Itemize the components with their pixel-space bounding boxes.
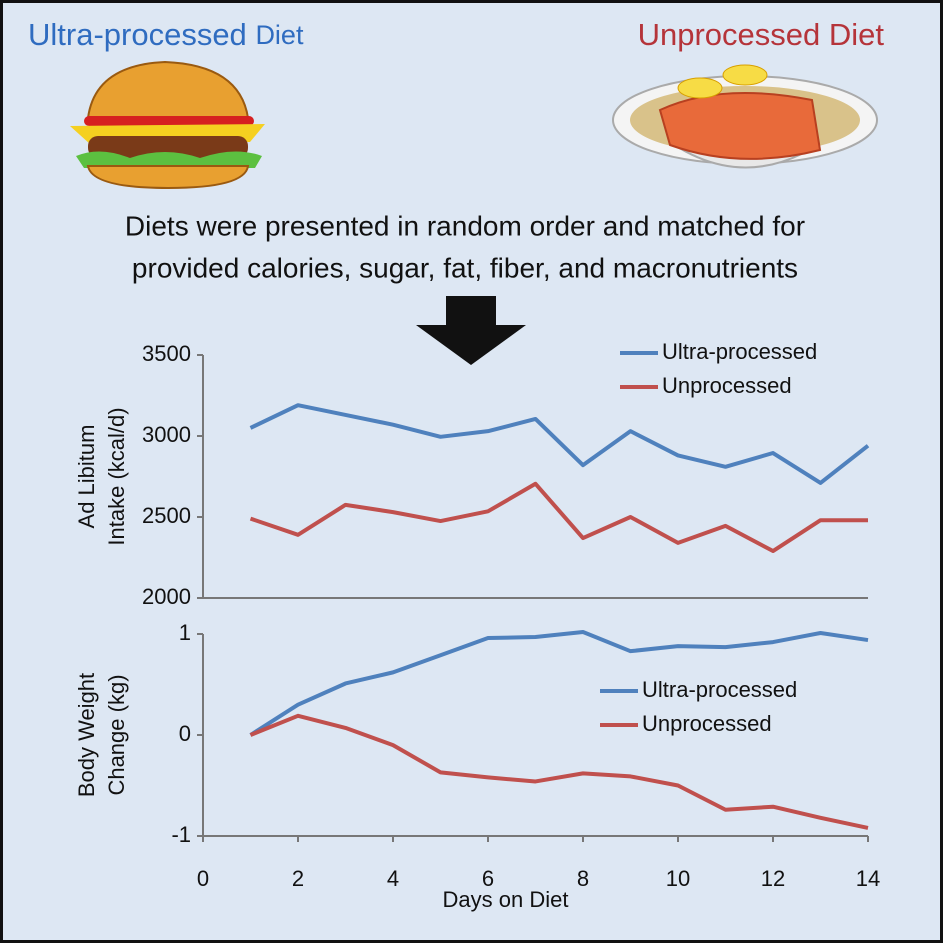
down-arrow [416,296,526,365]
note-line: provided calories, sugar, fat, fiber, an… [132,252,798,283]
x-tick-label: 12 [761,866,785,891]
y-tick-label: -1 [171,822,191,847]
x-tick-label: 4 [387,866,399,891]
x-tick-label: 14 [856,866,880,891]
x-axis-label: Days on Diet [443,887,569,912]
left-heading-suffix: Diet [255,20,304,50]
y-axis-label: Change (kg) [104,674,129,795]
y-tick-label: 0 [179,721,191,746]
burger-icon [70,60,265,190]
left-heading-main: Ultra-processed [28,17,247,52]
y-axis-label: Ad Libitum [74,425,99,529]
y-axis-label: Body Weight [74,673,99,797]
x-tick-label: 6 [482,866,494,891]
data-line [249,629,869,737]
y-tick-label: 2500 [142,503,191,528]
x-tick-label: 8 [577,866,589,891]
right-heading: Unprocessed Diet [638,17,885,52]
left-heading: Ultra-processed Diet [28,17,304,52]
legend-label: Ultra-processed [642,677,797,702]
y-axis-label: Intake (kcal/d) [104,407,129,545]
x-tick-label: 10 [666,866,690,891]
y-tick-label: 3000 [142,422,191,447]
data-line [249,481,868,554]
data-line [249,713,869,830]
y-tick-label: 1 [179,620,191,645]
salmon-dish-icon [612,64,878,169]
x-tick-label: 0 [197,866,209,891]
data-line [249,403,870,485]
legend-label: Unprocessed [642,711,772,736]
note-line: Diets were presented in random order and… [125,210,805,241]
x-tick-label: 2 [292,866,304,891]
legend-label: Unprocessed [662,373,792,398]
y-tick-label: 3500 [142,341,191,366]
legend-label: Ultra-processed [662,339,817,364]
y-tick-label: 2000 [142,584,191,609]
